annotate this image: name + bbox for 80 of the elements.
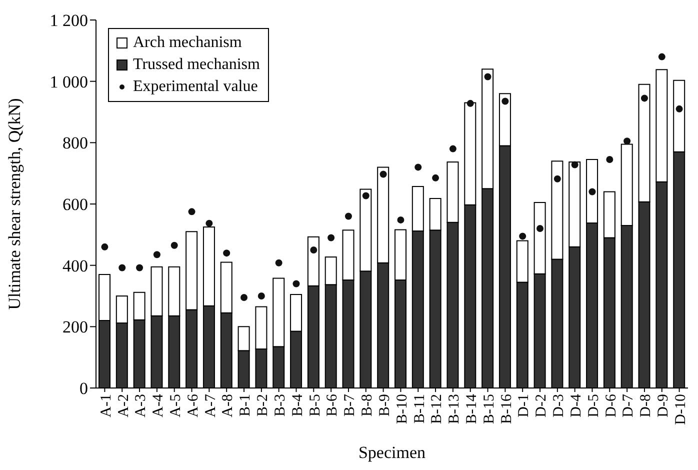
x-tick-label: D-5 xyxy=(586,394,602,418)
x-tick-label: A-2 xyxy=(116,394,132,418)
point xyxy=(484,73,492,80)
x-tick-label: A-1 xyxy=(98,394,114,418)
point xyxy=(170,242,178,249)
point xyxy=(292,280,300,288)
x-tick-label: B-8 xyxy=(360,394,376,416)
x-tick-label: B-12 xyxy=(429,394,446,424)
point xyxy=(571,161,578,168)
x-tick-label: B-9 xyxy=(376,394,393,416)
x-tick-label: B-15 xyxy=(481,394,498,424)
x-tick-label: A-8 xyxy=(220,394,236,418)
x-tick-label: B-6 xyxy=(324,394,341,416)
x-tick-label: D-10 xyxy=(672,394,689,425)
point xyxy=(118,264,126,272)
y-tick-label: 200 xyxy=(62,318,88,337)
point xyxy=(223,250,230,257)
legend-label: Experimental value xyxy=(133,77,258,97)
x-tick-label: D-6 xyxy=(603,394,620,418)
x-tick-label: B-2 xyxy=(255,394,272,416)
x-tick-label: A-5 xyxy=(168,394,184,418)
point xyxy=(101,243,108,250)
point xyxy=(640,94,648,102)
point xyxy=(432,174,440,182)
x-tick-label: D-1 xyxy=(516,394,532,418)
point xyxy=(536,225,544,232)
x-tick-label: D-7 xyxy=(620,394,637,418)
point xyxy=(188,208,196,216)
y-tick-label: 600 xyxy=(62,195,88,214)
point xyxy=(136,264,144,272)
y-tick-label: 0 xyxy=(80,379,88,398)
x-tick-label: B-11 xyxy=(412,394,428,424)
point xyxy=(397,216,404,224)
y-tick-label: 400 xyxy=(62,256,88,276)
x-tick-label: A-7 xyxy=(202,394,219,418)
x-tick-label: B-5 xyxy=(307,394,324,416)
point xyxy=(588,188,596,196)
y-tick-label: 1 000 xyxy=(50,72,88,92)
legend-label: Trussed mechanism xyxy=(133,55,260,75)
x-tick-label: D-9 xyxy=(656,394,672,418)
point xyxy=(414,164,422,171)
point xyxy=(449,145,456,152)
x-axis-title: Specimen xyxy=(358,443,426,462)
x-tick-label: A-6 xyxy=(185,394,202,418)
point xyxy=(519,232,526,240)
x-tick-label: B-3 xyxy=(272,394,288,416)
x-tick-label: D-2 xyxy=(534,394,550,418)
point xyxy=(466,100,474,107)
point xyxy=(153,251,160,258)
point xyxy=(380,170,387,178)
x-tick-label: D-8 xyxy=(638,394,654,418)
x-tick-label: B-13 xyxy=(446,394,463,424)
x-tick-label: B-14 xyxy=(464,394,480,424)
x-tick-label: D-3 xyxy=(551,394,568,418)
x-tick-label: B-1 xyxy=(238,394,254,416)
point xyxy=(258,292,265,300)
point xyxy=(344,212,352,220)
legend-label: Arch mechanism xyxy=(133,33,242,53)
x-tick-label: A-3 xyxy=(133,394,150,418)
x-tick-label: B-4 xyxy=(290,394,306,416)
y-tick-label: 800 xyxy=(62,134,88,153)
point xyxy=(676,105,683,112)
x-tick-label: A-4 xyxy=(150,394,167,418)
x-tick-label: B-16 xyxy=(498,394,515,424)
point xyxy=(606,156,614,164)
point xyxy=(554,175,561,182)
y-axis-title: Ultimate shear strength, Q(kN) xyxy=(5,98,24,310)
point xyxy=(240,294,248,302)
point xyxy=(328,234,335,242)
y-tick-label: 1 200 xyxy=(50,11,88,30)
point xyxy=(275,259,282,266)
point xyxy=(658,53,666,60)
point xyxy=(362,192,370,200)
x-tick-label: D-4 xyxy=(568,394,584,418)
point xyxy=(502,98,509,105)
point xyxy=(624,138,631,145)
x-tick-label: B-10 xyxy=(394,394,410,424)
x-tick-label: B-7 xyxy=(342,394,358,416)
point xyxy=(206,220,213,227)
point xyxy=(310,246,318,254)
